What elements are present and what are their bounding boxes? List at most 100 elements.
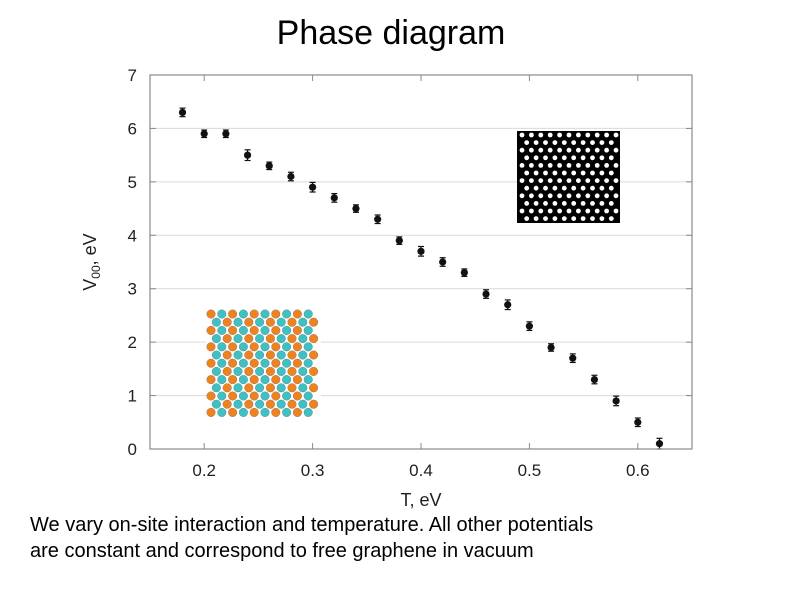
lattice-atom (233, 350, 243, 360)
lattice-atom (287, 334, 297, 344)
lattice-hole (543, 216, 548, 222)
lattice-hole (571, 140, 577, 146)
lattice-hole (590, 140, 595, 146)
lattice-atom (244, 399, 254, 409)
lattice-hole (613, 163, 619, 168)
lattice-hole (585, 132, 591, 138)
lattice-atom (298, 383, 308, 393)
data-point (439, 258, 447, 266)
lattice-atom (303, 309, 313, 319)
lattice-atom (228, 358, 238, 368)
lattice-atom (271, 309, 281, 319)
lattice-hole (604, 178, 609, 184)
lattice-atom (265, 334, 275, 344)
lattice-hole (608, 170, 614, 176)
lattice-atom (298, 350, 308, 360)
lattice-hole (533, 216, 539, 222)
lattice-hole (608, 201, 614, 206)
lattice-atom (282, 407, 292, 417)
data-point (330, 194, 338, 202)
lattice-hole (576, 193, 581, 199)
lattice-atom (292, 358, 302, 368)
lattice-hole (538, 193, 544, 199)
lattice-atom (206, 342, 216, 352)
lattice-atom (228, 407, 238, 417)
lattice-atom (211, 334, 221, 344)
lattice-hole (524, 216, 530, 222)
data-points (178, 107, 664, 450)
lattice-atom (260, 342, 270, 352)
lattice-hole (543, 155, 548, 161)
lattice-atom (211, 366, 221, 376)
data-point (634, 418, 642, 426)
lattice-hole (538, 147, 544, 153)
data-point (309, 183, 317, 191)
lattice-atom (211, 350, 221, 360)
x-tick-labels: 0.2 0.3 0.4 0.5 0.6 (192, 461, 649, 480)
lattice-atom (265, 399, 275, 409)
lattice-atom (265, 366, 275, 376)
lattice-atom (222, 383, 232, 393)
lattice-atom (211, 383, 221, 393)
plot-frame (149, 74, 693, 450)
x-tick-label: 0.3 (301, 461, 325, 480)
lattice-atom (222, 334, 232, 344)
data-point (265, 162, 273, 170)
lattice-hole (533, 170, 539, 176)
lattice-hole (613, 208, 619, 214)
lattice-hole (613, 193, 619, 199)
lattice-hole (580, 170, 586, 176)
lattice-hole (599, 170, 605, 176)
lattice-hole (561, 155, 567, 161)
lattice-atom (255, 383, 265, 393)
lattice-hole (524, 155, 530, 161)
lattice-hole (571, 170, 577, 176)
lattice-atom (303, 342, 313, 352)
lattice-hole (552, 155, 558, 161)
lattice-atom (265, 383, 275, 393)
lattice-hole (552, 216, 558, 222)
lattice-hole (524, 201, 530, 206)
lattice-hole (599, 140, 605, 146)
lattice-atom (228, 391, 238, 401)
lattice-atom (260, 309, 270, 319)
lattice-hole (557, 147, 562, 153)
lattice-hole (561, 185, 567, 191)
lattice-atom (255, 317, 265, 327)
lattice-atom (271, 375, 281, 385)
lattice-hole (590, 155, 595, 161)
lattice-atom (260, 407, 270, 417)
lattice-atom (233, 366, 243, 376)
lattice-hole (580, 216, 586, 222)
lattice-atom (255, 350, 265, 360)
lattice-hole (613, 147, 619, 153)
lattice-hole (580, 140, 586, 146)
lattice-hole (594, 132, 600, 138)
lattice-atom (292, 407, 302, 417)
lattice-atom (282, 342, 292, 352)
lattice-hole (552, 170, 558, 176)
lattice-atom (303, 407, 313, 417)
lattice-hole (594, 178, 600, 184)
lattice-hole (594, 163, 600, 168)
data-point (395, 237, 403, 245)
lattice-hole (566, 178, 572, 184)
lattice-atom (309, 399, 319, 409)
lattice-atom (206, 309, 216, 319)
lattice-atom (271, 358, 281, 368)
y-tick-label: 4 (128, 226, 137, 245)
lattice-hole (566, 208, 572, 214)
lattice-hole (599, 185, 605, 191)
lattice-hole (519, 132, 525, 138)
lattice-atom (238, 309, 248, 319)
y-axis-label-main: V (80, 279, 100, 291)
lattice-hole (519, 193, 525, 199)
lattice-hole (533, 185, 539, 191)
lattice-hole (576, 208, 581, 214)
lattice-atom (249, 391, 259, 401)
lattice-hole (561, 170, 567, 176)
lattice-hole (519, 208, 525, 214)
lattice-atom (260, 325, 270, 335)
lattice-hole (604, 147, 609, 153)
